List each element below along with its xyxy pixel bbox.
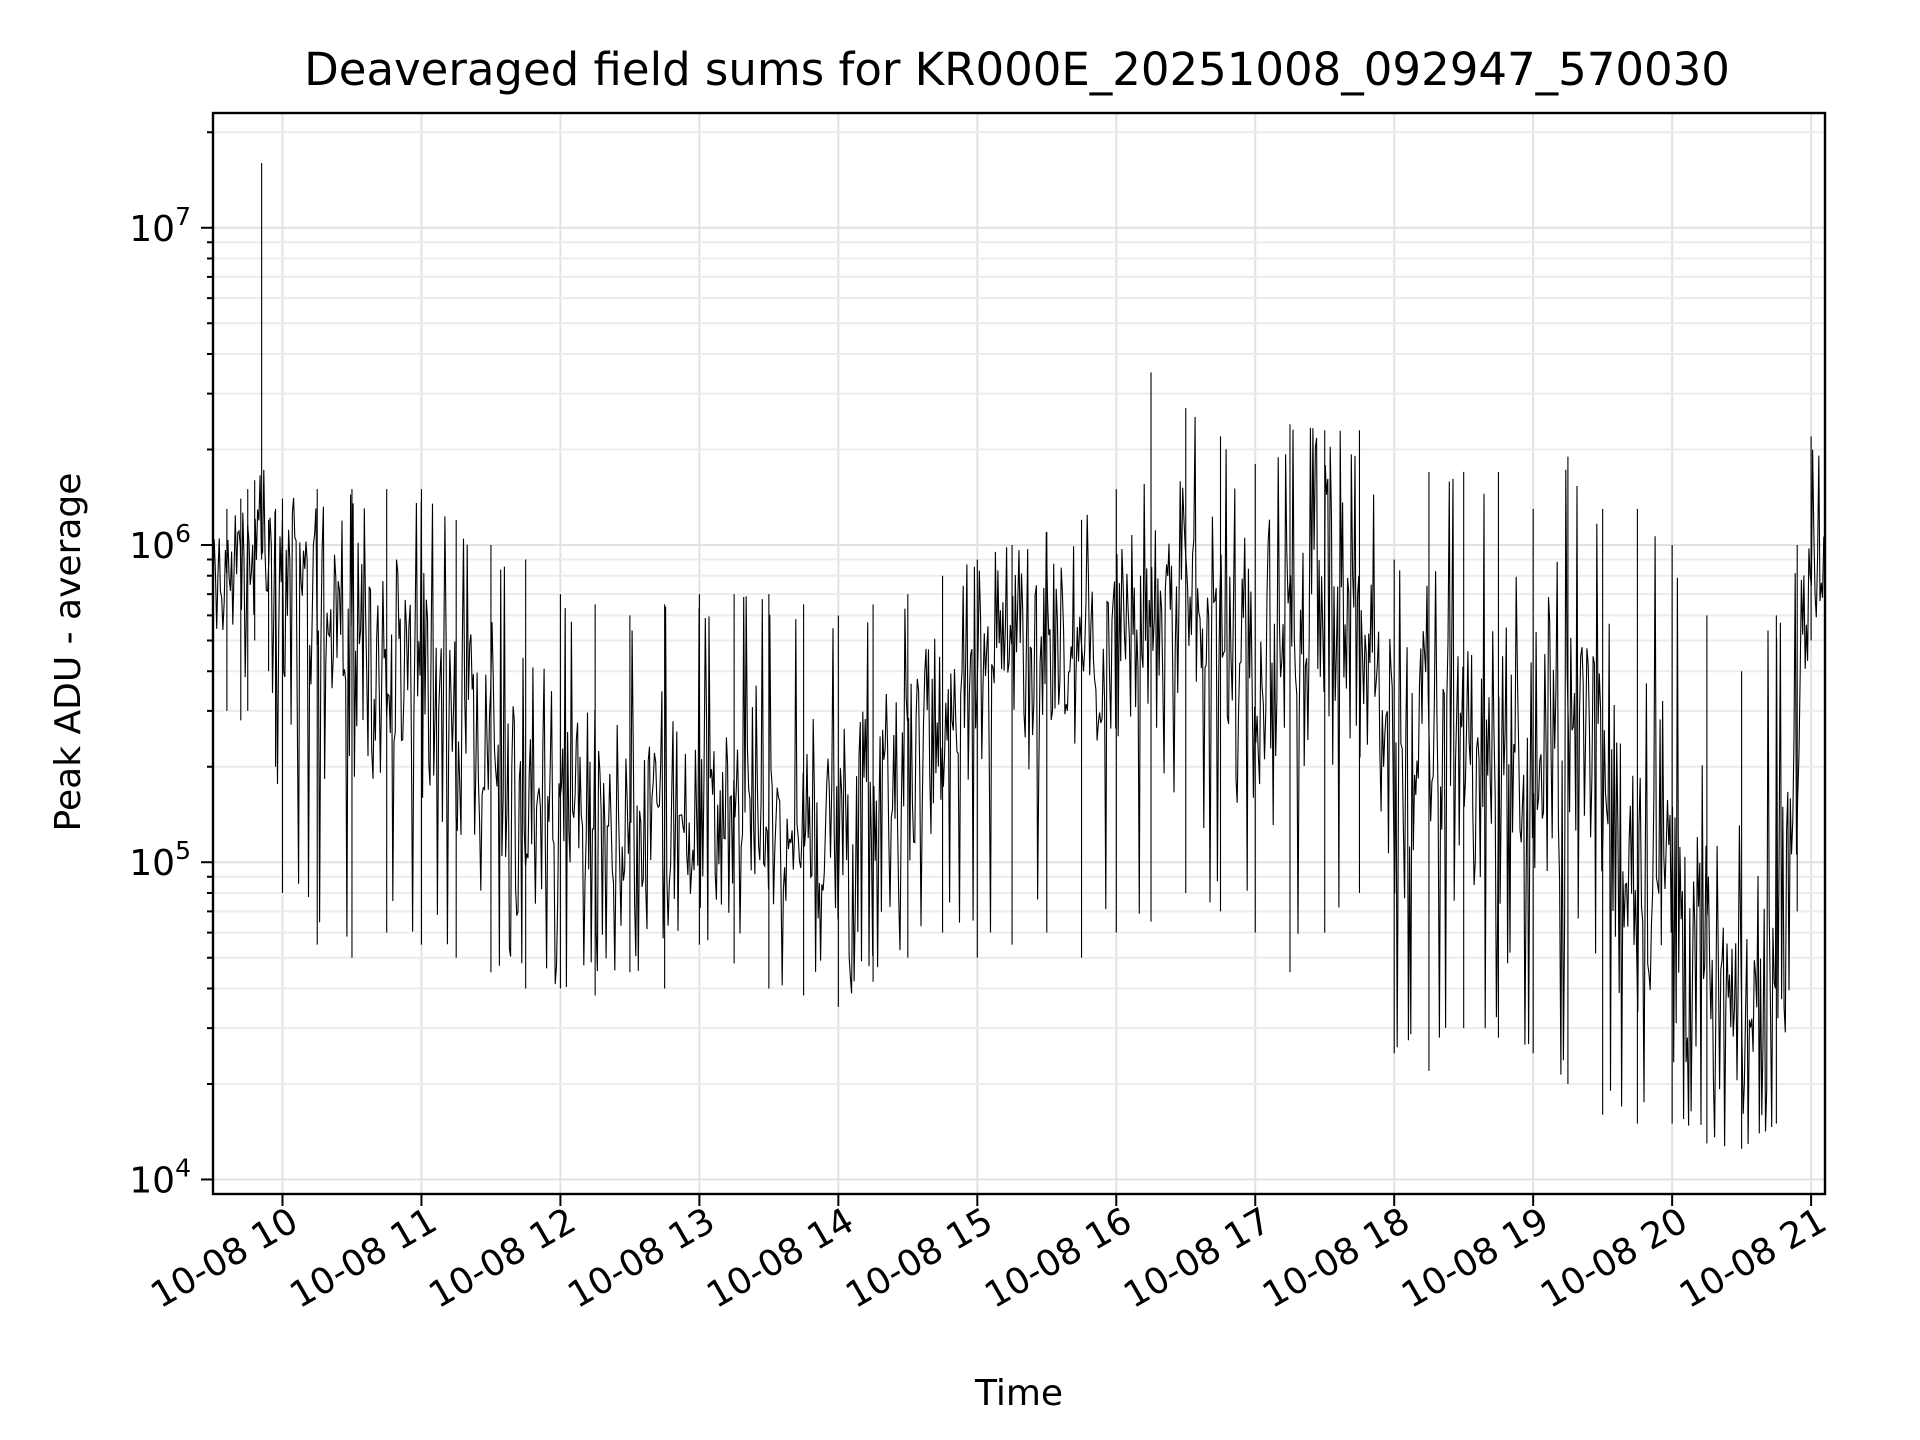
y-tick-label: 105 [129, 836, 191, 884]
y-tick-label: 106 [129, 519, 191, 567]
series-layer [212, 162, 1826, 1149]
y-axis-label: Peak ADU - average [48, 473, 89, 832]
y-tick-label: 104 [129, 1153, 191, 1201]
y-tick-label: 107 [129, 202, 191, 250]
x-axis-label: Time [974, 1373, 1063, 1414]
chart-title: Deaveraged field sums for KR000E_2025100… [304, 43, 1730, 96]
plot-frame [211, 111, 1827, 1196]
series-line [212, 416, 1826, 1147]
